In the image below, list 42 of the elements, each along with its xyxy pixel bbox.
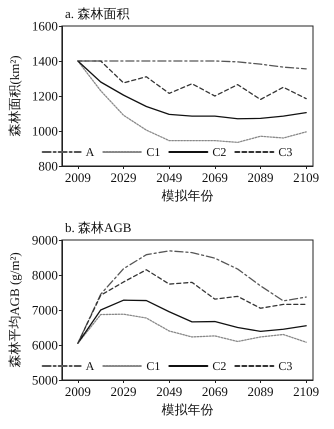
line-series xyxy=(77,60,307,120)
y-tick-label: 1600 xyxy=(32,18,58,34)
x-tick-label: 2109 xyxy=(293,170,320,185)
legend-label: C3 xyxy=(278,145,292,159)
legend-label: C1 xyxy=(146,359,160,373)
x-axis-title: 模拟年份 xyxy=(161,402,214,417)
x-tick-label: 2109 xyxy=(293,384,320,399)
x-tick-label: 2049 xyxy=(156,384,182,399)
legend-label: C2 xyxy=(212,145,226,159)
line-series xyxy=(77,314,307,344)
legend-label: C3 xyxy=(278,359,292,373)
x-tick-label: 2029 xyxy=(110,170,137,185)
legend-label: A xyxy=(86,145,95,159)
legend-label: C1 xyxy=(146,145,160,159)
x-axis-title: 模拟年份 xyxy=(161,188,214,203)
x-tick-label: 2029 xyxy=(110,384,137,399)
y-tick-label: 6000 xyxy=(32,338,58,352)
line-series xyxy=(77,60,307,100)
line-series xyxy=(77,300,307,344)
x-tick-label: 2009 xyxy=(64,170,91,185)
legend-label: C2 xyxy=(212,359,226,373)
y-tick-label: 9000 xyxy=(32,232,58,248)
legend-label: A xyxy=(86,359,95,373)
line-series xyxy=(77,269,307,344)
x-tick-label: 2049 xyxy=(156,170,182,185)
y-tick-label: 1200 xyxy=(32,88,58,104)
x-tick-label: 2069 xyxy=(202,170,228,185)
x-tick-label: 2009 xyxy=(64,384,91,399)
y-tick-label: 1400 xyxy=(32,54,58,68)
line-series xyxy=(77,60,307,144)
x-tick-label: 2069 xyxy=(202,384,228,399)
y-tick-label: 7000 xyxy=(32,302,58,318)
chart-title: b. 森林AGB xyxy=(65,220,132,235)
y-tick-label: 5000 xyxy=(32,372,58,388)
y-tick-label: 800 xyxy=(38,158,58,174)
y-tick-label: 8000 xyxy=(32,268,58,282)
chart-title: a. 森林面积 xyxy=(65,6,130,21)
x-tick-label: 2089 xyxy=(247,384,274,399)
y-tick-label: 1000 xyxy=(32,124,58,138)
y-axis-title: 森林平均AGB (g/m²) xyxy=(7,252,22,368)
x-tick-label: 2089 xyxy=(247,170,274,185)
y-axis-title: 森林面积(km²) xyxy=(7,55,22,137)
